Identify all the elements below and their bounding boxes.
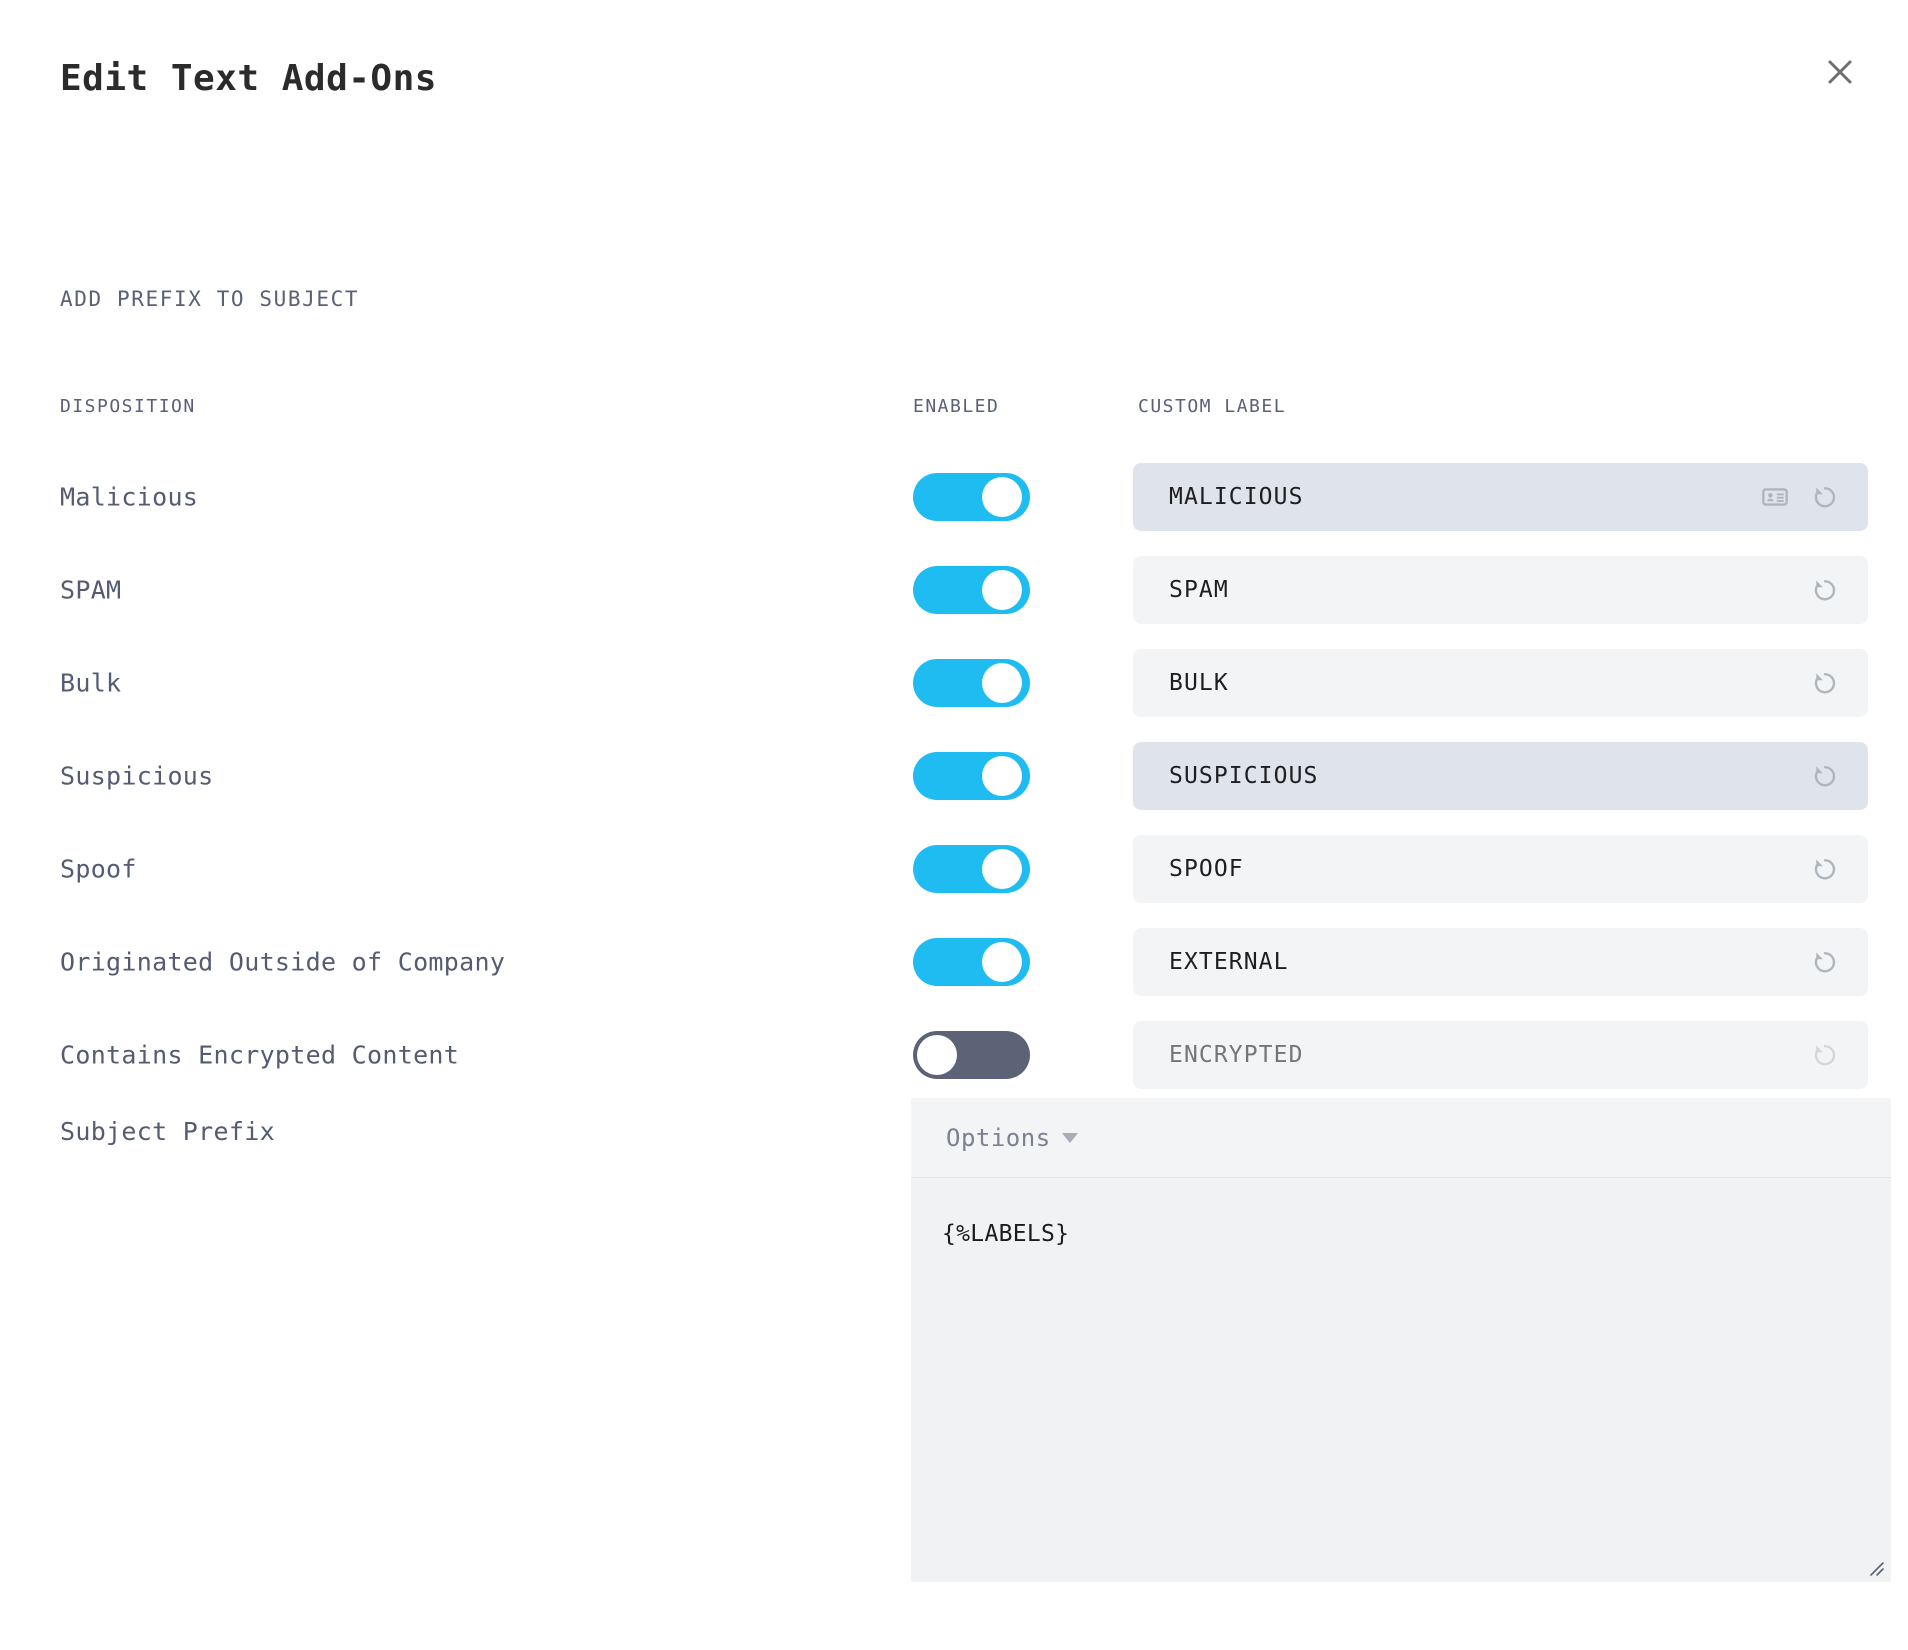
row-disposition-label: Bulk: [60, 668, 122, 697]
editor-toolbar: Options: [911, 1098, 1891, 1178]
options-dropdown-button[interactable]: Options: [946, 1124, 1078, 1152]
field-icon-group: [1808, 852, 1868, 886]
custom-label-field[interactable]: [1133, 834, 1868, 903]
custom-label-field[interactable]: [1133, 1020, 1868, 1089]
custom-label-field[interactable]: [1133, 555, 1868, 624]
table-row: Contains Encrypted Content: [0, 1008, 1908, 1101]
toggle-knob: [982, 476, 1022, 517]
reset-icon[interactable]: [1808, 480, 1842, 514]
toggle-knob: [982, 848, 1022, 889]
enabled-toggle[interactable]: [913, 751, 1030, 800]
reset-icon[interactable]: [1808, 666, 1842, 700]
toggle-knob: [982, 941, 1022, 982]
toggle-knob: [917, 1034, 957, 1075]
custom-label-field[interactable]: [1133, 648, 1868, 717]
editor-body: [911, 1178, 1891, 1582]
enabled-toggle[interactable]: [913, 565, 1030, 614]
chevron-down-icon: [1061, 1132, 1078, 1143]
row-disposition-label: Contains Encrypted Content: [60, 1040, 460, 1069]
custom-label-field[interactable]: [1133, 462, 1868, 531]
custom-label-input[interactable]: [1133, 947, 1808, 976]
custom-label-field[interactable]: [1133, 741, 1868, 810]
custom-label-input[interactable]: [1133, 668, 1808, 697]
custom-label-input[interactable]: [1133, 575, 1808, 604]
subject-prefix-textarea[interactable]: [911, 1178, 1891, 1582]
enabled-toggle[interactable]: [913, 472, 1030, 521]
close-button[interactable]: [1814, 46, 1866, 98]
page-title: Edit Text Add-Ons: [60, 58, 437, 99]
table-row: SPAM: [0, 543, 1908, 636]
row-disposition-label: Suspicious: [60, 761, 214, 790]
custom-label-field[interactable]: [1133, 927, 1868, 996]
reset-icon[interactable]: [1808, 573, 1842, 607]
column-header-disposition: DISPOSITION: [60, 396, 196, 417]
column-header-enabled: ENABLED: [913, 396, 1000, 417]
enabled-toggle[interactable]: [913, 937, 1030, 986]
options-label: Options: [946, 1123, 1051, 1152]
column-header-custom-label: CUSTOM LABEL: [1138, 396, 1287, 417]
reset-icon: [1808, 1038, 1842, 1072]
subject-prefix-label: Subject Prefix: [60, 1117, 275, 1146]
field-icon-group: [1808, 945, 1868, 979]
toggle-knob: [982, 755, 1022, 796]
row-disposition-label: Malicious: [60, 482, 199, 511]
enabled-toggle[interactable]: [913, 658, 1030, 707]
custom-label-input[interactable]: [1133, 854, 1808, 883]
row-disposition-label: Spoof: [60, 854, 137, 883]
table-row: Malicious: [0, 450, 1908, 543]
row-disposition-label: SPAM: [60, 575, 122, 604]
custom-label-input[interactable]: [1133, 482, 1758, 511]
custom-label-input[interactable]: [1133, 1040, 1808, 1069]
table-row: Bulk: [0, 636, 1908, 729]
row-disposition-label: Originated Outside of Company: [60, 947, 506, 976]
reset-icon[interactable]: [1808, 852, 1842, 886]
toggle-knob: [982, 569, 1022, 610]
table-row: Suspicious: [0, 729, 1908, 822]
section-heading: ADD PREFIX TO SUBJECT: [60, 287, 360, 311]
toggle-knob: [982, 662, 1022, 703]
table-row: Spoof: [0, 822, 1908, 915]
enabled-toggle[interactable]: [913, 1030, 1030, 1079]
field-icon-group: [1808, 759, 1868, 793]
subject-prefix-editor: Options: [911, 1098, 1891, 1582]
reset-icon[interactable]: [1808, 759, 1842, 793]
close-icon: [1825, 57, 1855, 87]
field-icon-group: [1808, 666, 1868, 700]
field-icon-group: [1808, 1038, 1868, 1072]
field-icon-group: [1808, 573, 1868, 607]
contact-card-icon[interactable]: [1758, 480, 1792, 514]
reset-icon[interactable]: [1808, 945, 1842, 979]
field-icon-group: [1758, 480, 1868, 514]
custom-label-input[interactable]: [1133, 761, 1808, 790]
table-row: Originated Outside of Company: [0, 915, 1908, 1008]
enabled-toggle[interactable]: [913, 844, 1030, 893]
